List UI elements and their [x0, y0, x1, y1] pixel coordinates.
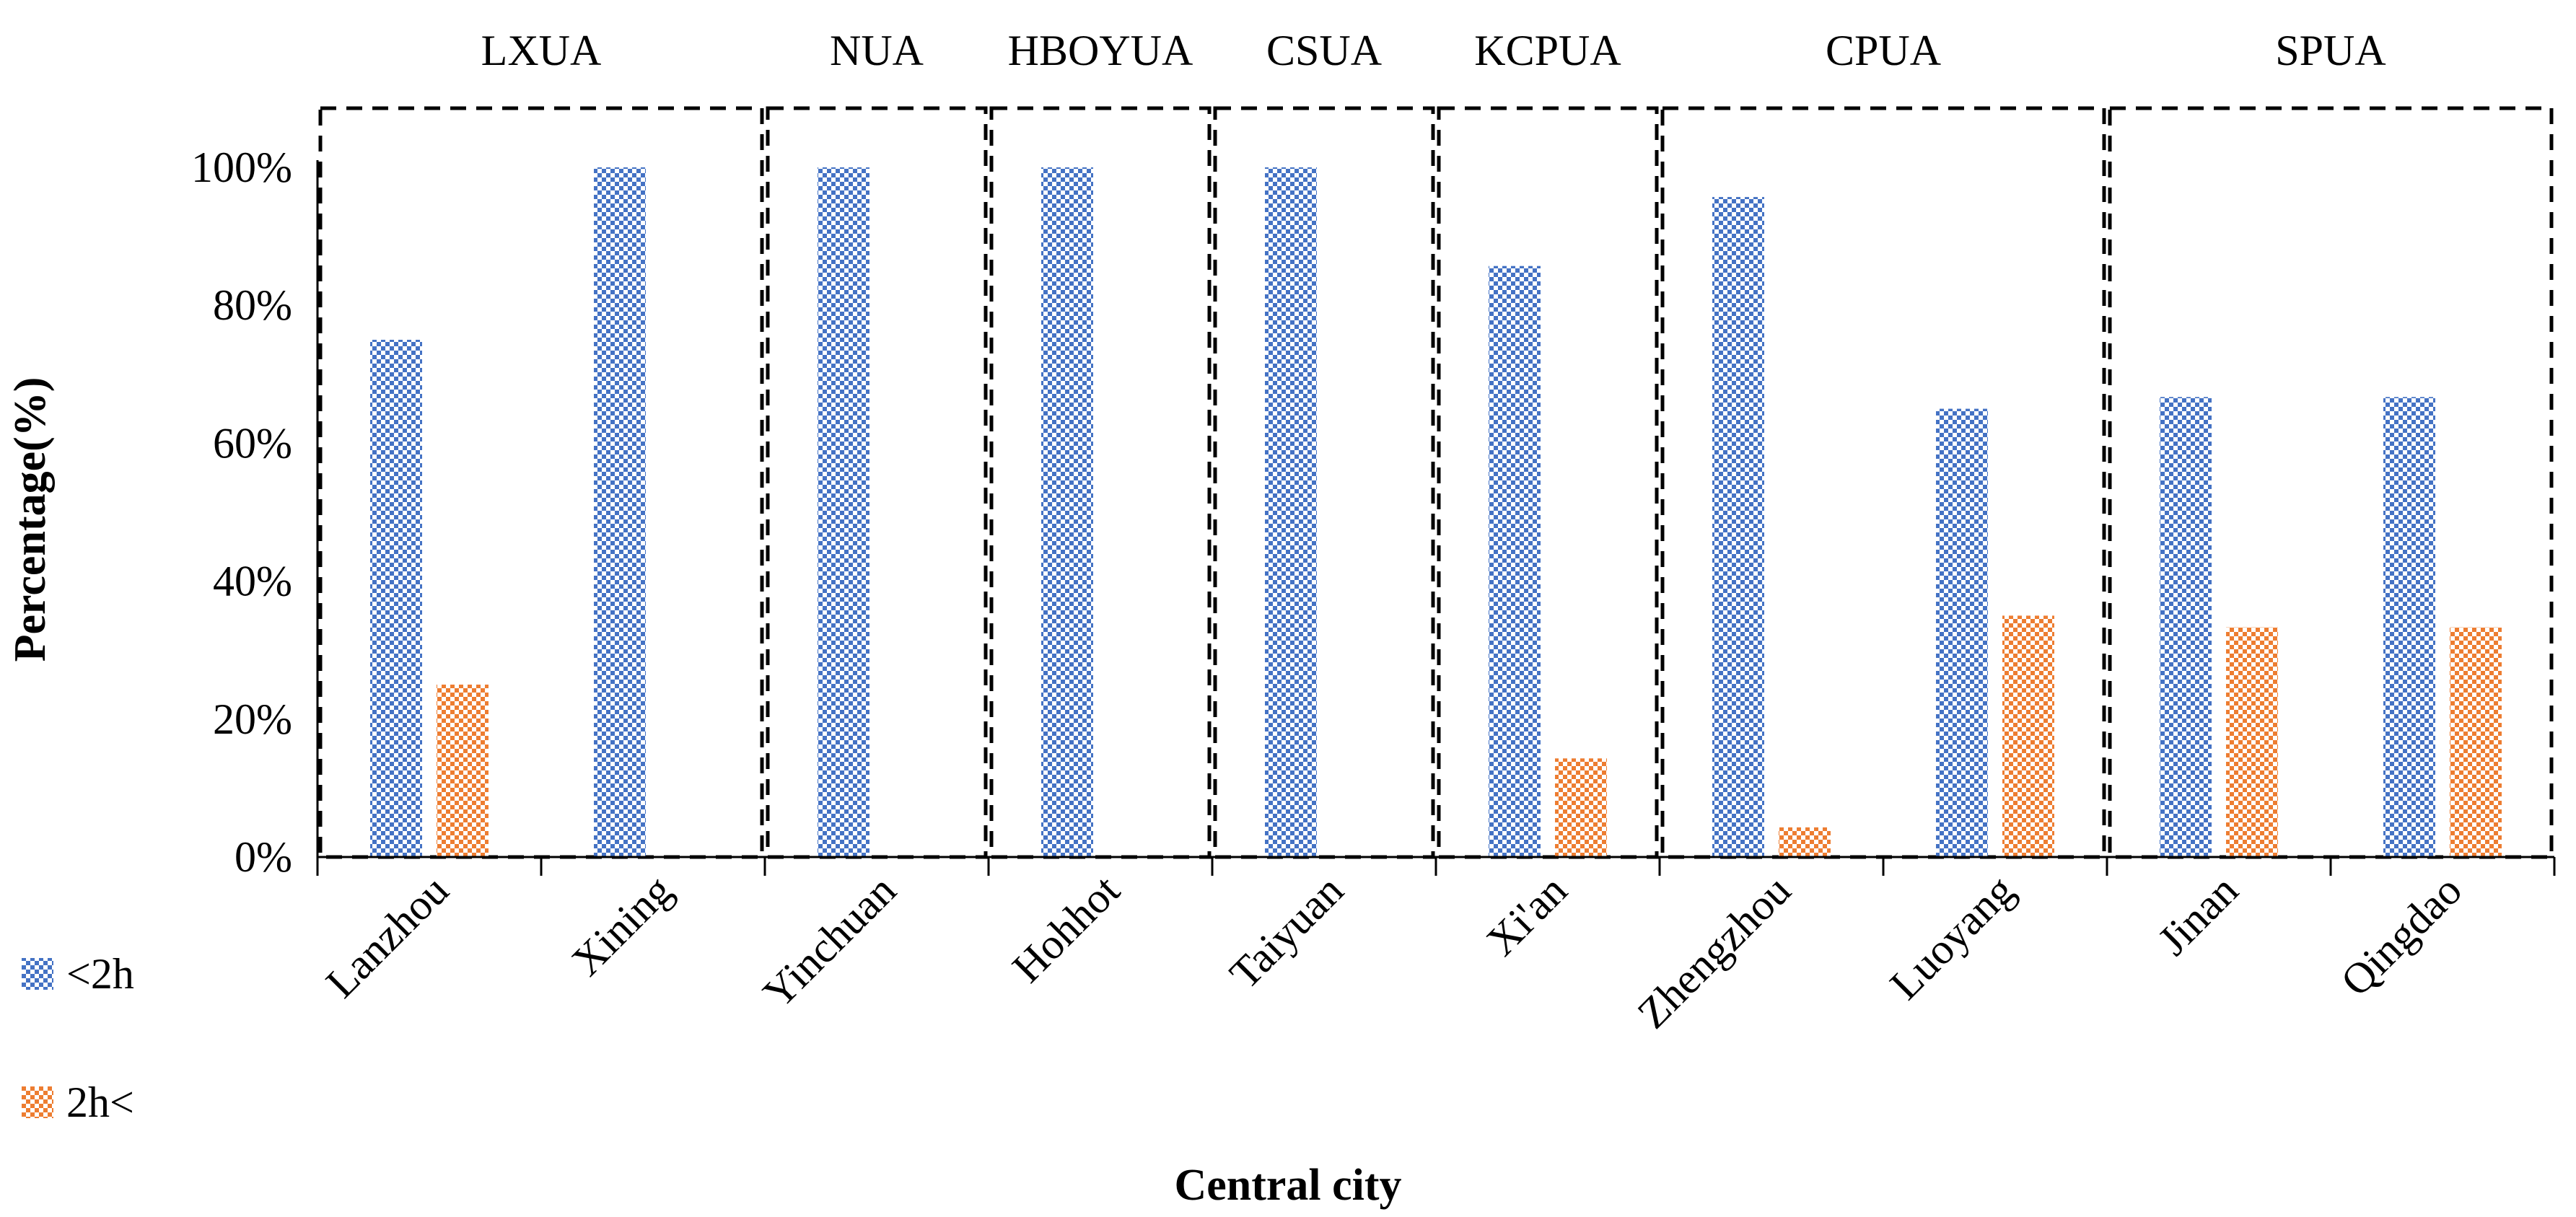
x-tick-label: Jinan [2149, 866, 2247, 965]
legend-swatch [22, 958, 53, 990]
legend-swatch [22, 1086, 53, 1118]
x-tick-label: Zhengzhou [1629, 866, 1800, 1038]
group-label-hboyua: HBOYUA [1008, 27, 1193, 74]
legend-label: 2h< [66, 1078, 134, 1126]
bar-lt2h-lanzhou [370, 340, 422, 857]
group-box-nua [766, 106, 988, 859]
bar-lt2h-xian [1489, 265, 1541, 857]
bar-2hgt-jinan [2226, 627, 2278, 857]
bars [370, 167, 2502, 857]
bar-lt2h-jinan [2160, 397, 2212, 857]
group-label-cpua: CPUA [1826, 27, 1941, 74]
bar-lt2h-luoyang [1936, 408, 1988, 857]
x-tick-labels: Lanzhou Xining Yinchuan Hohhot Taiyuan Xi'an Z… [317, 866, 2471, 1037]
bar-2hgt-lanzhou [437, 685, 489, 857]
x-tick-label: Luoyang [1881, 866, 2023, 1009]
group-labels: LXUA NUA HBOYUA CSUA KCPUA CPUA SPUA [481, 27, 2386, 74]
x-tick-label: Xi'an [1477, 866, 1576, 965]
y-tick-label: 60% [213, 419, 292, 467]
bar-lt2h-yinchuan [818, 167, 869, 857]
bar-lt2h-zhengzhou [1712, 197, 1764, 857]
group-label-lxua: LXUA [481, 27, 602, 74]
group-label-nua: NUA [830, 27, 924, 74]
x-tick-label: Yinchuan [754, 866, 905, 1017]
x-tick-label: Lanzhou [317, 866, 457, 1007]
y-axis-title: Percentage(%) [6, 377, 55, 662]
bar-2hgt-luoyang [2002, 615, 2054, 857]
group-box-csua [1213, 106, 1435, 859]
bar-lt2h-taiyuan [1265, 167, 1317, 857]
x-axis-title: Central city [1174, 1161, 1401, 1210]
x-tick-label: Taiyuan [1220, 866, 1352, 998]
bar-2hgt-zhengzhou [1779, 827, 1831, 857]
bar-lt2h-qingdao [2383, 397, 2435, 857]
y-tick-labels: 0% 20% 40% 60% 80% 100% [191, 144, 292, 881]
bar-lt2h-hohhot [1041, 167, 1093, 857]
x-tick-label: Qingdao [2331, 866, 2471, 1006]
bar-2hgt-xian [1555, 758, 1607, 857]
bar-lt2h-xining [594, 167, 646, 857]
group-label-csua: CSUA [1266, 27, 1382, 74]
y-tick-label: 0% [235, 833, 292, 881]
y-tick-label: 100% [191, 144, 292, 191]
x-tick-marks [316, 857, 2556, 876]
legend-label: <2h [66, 950, 134, 998]
group-box-kcpua [1437, 106, 1659, 859]
group-boxes [318, 106, 2554, 859]
group-label-spua: SPUA [2275, 27, 2386, 74]
x-tick-label: Hohhot [1003, 866, 1129, 991]
group-label-kcpua: KCPUA [1474, 27, 1621, 74]
group-box-hboyua [989, 106, 1212, 859]
y-tick-label: 40% [213, 558, 292, 605]
x-tick-label: Xining [563, 866, 682, 985]
y-tick-label: 80% [213, 281, 292, 329]
y-tick-label: 20% [213, 695, 292, 743]
bar-2hgt-qingdao [2450, 627, 2502, 857]
legend: <2h 2h< [22, 950, 134, 1126]
